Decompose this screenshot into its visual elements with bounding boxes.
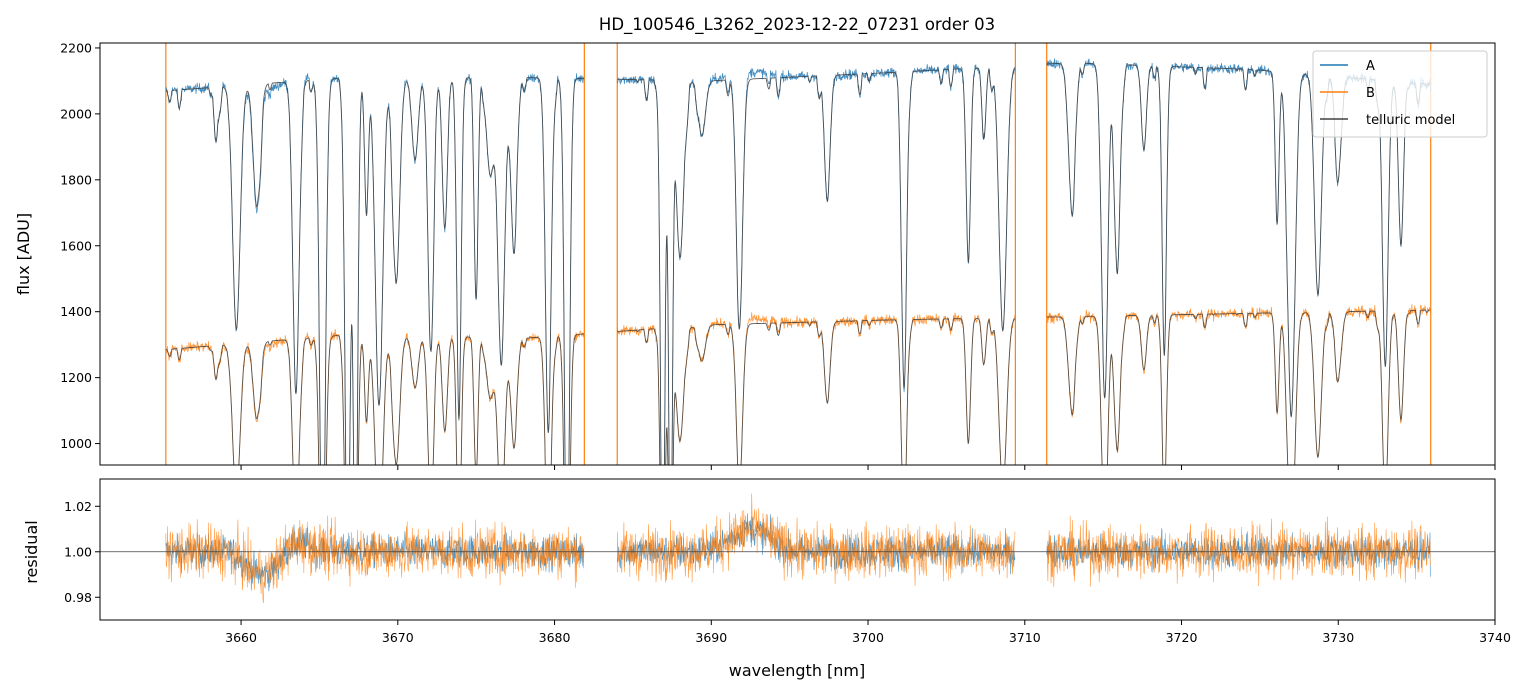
telluric-model-line-seg-3 [165, 333, 585, 465]
series-b-line-seg-1 [616, 312, 1016, 465]
flux-y-tick-label: 1400 [60, 304, 92, 319]
telluric-model-line-seg-0 [165, 77, 585, 465]
flux-y-ticks: 1000 1200 1400 1600 1800 2000 2200 [60, 40, 100, 451]
flux-y-tick-label: 1800 [60, 172, 92, 187]
flux-y-tick-label: 1200 [60, 370, 92, 385]
chart-title: HD_100546_L3262_2023-12-22_07231 order 0… [599, 15, 995, 35]
legend-label-b: B [1366, 86, 1375, 101]
residual-plot-area [100, 493, 1495, 604]
flux-axes-frame [99, 42, 1496, 466]
legend-label-model: telluric model [1366, 113, 1455, 128]
flux-y-label: flux [ADU] [14, 213, 33, 295]
series-b-line-seg-0 [165, 328, 585, 465]
residual-b-line-seg-2 [1046, 516, 1431, 587]
residual-panel: 0.98 1.00 1.02 3660 3670 3680 3690 3700 3710 372… [22, 478, 1511, 680]
x-tick-label: 3660 [225, 630, 257, 645]
flux-y-tick-label: 2000 [60, 106, 92, 121]
x-tick-label: 3680 [539, 630, 571, 645]
residual-b-line-seg-0 [165, 515, 585, 604]
flux-y-tick-label: 2200 [60, 40, 92, 55]
legend-box [1312, 50, 1488, 138]
flux-plot-area [165, 43, 1432, 465]
x-axis-label: wavelength [nm] [729, 661, 866, 680]
telluric-model-line-seg-1 [617, 66, 1016, 465]
series-b-line-seg-2 [1046, 304, 1431, 465]
telluric-model-line-seg-5 [1046, 309, 1431, 465]
x-tick-label: 3700 [852, 630, 884, 645]
residual-axes-frame [99, 478, 1496, 621]
legend-label-a: A [1366, 59, 1375, 74]
legend: A B telluric model [1312, 50, 1488, 138]
residual-y-tick-label: 1.00 [64, 544, 92, 559]
flux-x-ticks [240, 465, 1496, 470]
residual-x-ticks: 3660 3670 3680 3690 3700 3710 3720 3730 3740 [225, 620, 1511, 645]
flux-y-tick-label: 1600 [60, 238, 92, 253]
telluric-model-line-seg-4 [617, 317, 1016, 465]
x-tick-label: 3730 [1322, 630, 1354, 645]
residual-y-label: residual [22, 520, 41, 583]
x-tick-label: 3720 [1166, 630, 1198, 645]
x-tick-label: 3710 [1009, 630, 1041, 645]
residual-y-tick-label: 0.98 [64, 590, 92, 605]
residual-y-ticks: 0.98 1.00 1.02 [64, 499, 100, 605]
x-tick-label: 3740 [1479, 630, 1511, 645]
series-a-line-seg-0 [165, 73, 585, 465]
residual-y-tick-label: 1.02 [64, 499, 92, 514]
series-a-line-seg-1 [616, 63, 1016, 465]
residual-b-line-seg-1 [616, 493, 1016, 587]
flux-y-tick-label: 1000 [60, 436, 92, 451]
x-tick-label: 3690 [695, 630, 727, 645]
x-tick-label: 3670 [382, 630, 414, 645]
